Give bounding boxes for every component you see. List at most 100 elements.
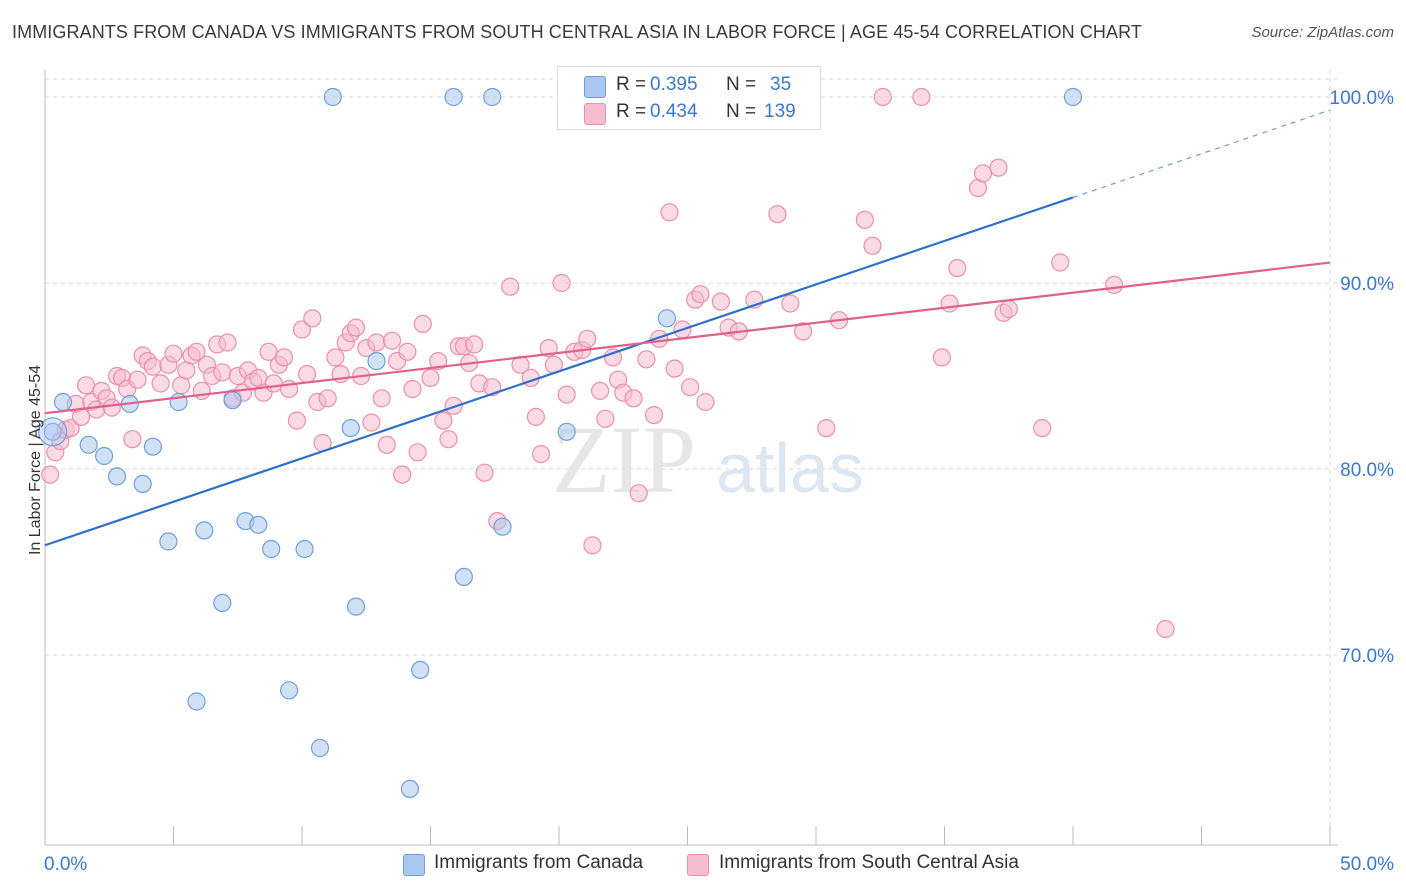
legend-canada-label: Immigrants from Canada <box>434 852 644 873</box>
asia-point <box>973 164 993 183</box>
asia-r-value: 0.434 <box>650 101 698 122</box>
source-credit: Source: ZipAtlas.com <box>1251 24 1394 41</box>
asia-point <box>696 392 715 412</box>
asia-point <box>413 314 432 333</box>
asia-point <box>817 419 836 438</box>
asia-point <box>274 348 294 367</box>
x-tick-label: 50.0% <box>1340 854 1394 875</box>
legend-asia-swatch <box>687 854 709 876</box>
asia-point <box>711 292 731 311</box>
canada-point <box>400 779 419 799</box>
asia-point <box>398 342 417 361</box>
asia-point <box>421 368 440 387</box>
canada-point <box>557 422 576 441</box>
asia-point <box>989 158 1008 177</box>
asia-point <box>781 294 800 313</box>
correlation-legend: R = 0.395 N = 35 R = 0.434 N = 139 <box>557 66 821 130</box>
series-canada-points <box>38 87 1083 799</box>
asia-point <box>596 409 615 428</box>
asia-point <box>76 376 96 395</box>
canada-point <box>280 681 299 700</box>
asia-point <box>768 205 787 224</box>
canada-trend-extension <box>1072 109 1331 199</box>
asia-point <box>680 378 700 397</box>
canada-point <box>195 521 214 540</box>
asia-point <box>123 430 142 449</box>
asia-point <box>71 407 91 426</box>
y-tick-label: 100.0% <box>1330 88 1395 109</box>
canada-point <box>367 352 386 371</box>
asia-point <box>372 389 391 408</box>
r-label: R = <box>616 101 647 122</box>
asia-point <box>264 374 283 393</box>
asia-point <box>539 339 558 358</box>
asia-point <box>439 430 458 449</box>
asia-point <box>434 411 453 430</box>
canada-point <box>143 437 162 456</box>
canada-point <box>295 539 314 559</box>
asia-point <box>637 350 656 369</box>
y-axis-label: In Labor Force | Age 45-54 <box>27 364 44 556</box>
watermark-atlas: atlas <box>716 429 864 507</box>
n-label: N = <box>726 101 757 122</box>
asia-point <box>691 285 710 304</box>
canada-point <box>341 419 360 438</box>
legend-row-canada: R = 0.395 N = 35 <box>558 74 822 100</box>
asia-point <box>465 335 484 354</box>
legend-row-asia: R = 0.434 N = 139 <box>558 101 822 127</box>
canada-point <box>411 660 430 680</box>
canada-point <box>1063 87 1083 107</box>
asia-point <box>318 389 337 408</box>
canada-point <box>133 474 152 493</box>
asia-point <box>40 465 60 484</box>
asia-point <box>932 348 952 367</box>
asia-point <box>408 443 427 462</box>
n-label: N = <box>726 74 757 95</box>
canada-point <box>323 87 342 107</box>
canada-point <box>107 467 127 486</box>
series-asia-points <box>40 87 1175 639</box>
canada-point <box>43 422 62 441</box>
watermark: ZIP atlas <box>552 406 864 513</box>
asia-point <box>624 389 643 408</box>
asia-point <box>102 398 121 417</box>
asia-point <box>793 322 813 341</box>
asia-point <box>213 363 232 382</box>
canada-point <box>310 738 330 758</box>
canada-point <box>79 435 98 454</box>
asia-point <box>1051 253 1070 272</box>
asia-point <box>511 355 530 374</box>
asia-point <box>501 277 520 296</box>
asia-point <box>475 463 494 482</box>
canada-point <box>213 593 232 613</box>
canada-point <box>53 392 73 412</box>
series-legend: Immigrants from Canada Immigrants from S… <box>0 850 1406 880</box>
canada-point <box>657 309 677 328</box>
canada-n-value: 35 <box>770 74 792 95</box>
asia-point <box>164 344 183 363</box>
asia-point <box>326 348 345 367</box>
asia-trend-line <box>44 261 1331 415</box>
asia-point <box>303 309 322 328</box>
asia-point <box>151 374 170 393</box>
asia-point <box>382 331 402 350</box>
canada-point <box>159 532 178 551</box>
asia-point <box>873 87 892 107</box>
canada-r-value: 0.395 <box>650 74 698 95</box>
x-tick-labels: 0.0% 50.0% <box>44 854 1394 875</box>
asia-point <box>403 379 422 399</box>
asia-point <box>552 273 571 293</box>
asia-point <box>367 333 386 352</box>
legend-asia-label: Immigrants from South Central Asia <box>719 852 1019 873</box>
asia-point <box>590 381 610 400</box>
canada-point <box>187 692 206 711</box>
gridlines <box>45 70 1338 845</box>
canada-point-large <box>38 417 68 447</box>
asia-point <box>855 210 874 229</box>
canada-point <box>249 515 268 534</box>
canada-point <box>493 517 512 536</box>
asia-point <box>644 406 664 425</box>
asia-point <box>143 357 162 376</box>
canada-point <box>444 87 463 107</box>
